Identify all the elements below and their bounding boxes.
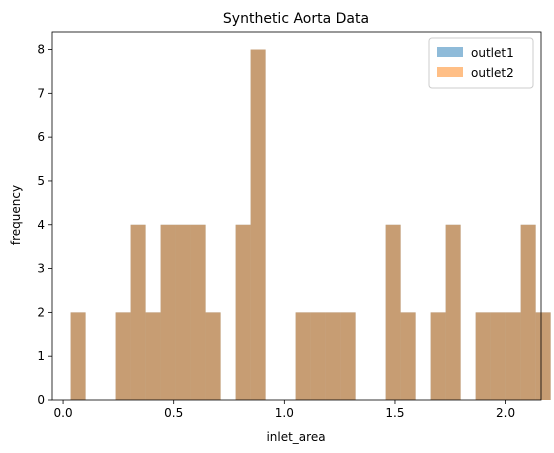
histogram-bar-outlet2 — [385, 224, 401, 400]
histogram-bar-outlet2 — [70, 312, 86, 400]
histogram-bar-outlet2 — [160, 224, 176, 400]
y-tick-label: 1 — [37, 349, 45, 363]
x-tick-label: 0.5 — [164, 406, 183, 420]
legend-label-outlet2: outlet2 — [471, 66, 514, 80]
histogram-bar-outlet2 — [175, 224, 191, 400]
x-tick-label: 1.0 — [275, 406, 294, 420]
histogram-bar-outlet2 — [400, 312, 416, 400]
legend-swatch-outlet2 — [437, 67, 463, 77]
histogram-bar-outlet2 — [310, 312, 326, 400]
bars-group — [70, 49, 551, 401]
histogram-bar-outlet2 — [445, 224, 461, 400]
x-tick-label: 1.5 — [385, 406, 404, 420]
y-tick-label: 7 — [37, 86, 45, 100]
y-tick-label: 5 — [37, 174, 45, 188]
y-axis-label: frequency — [9, 185, 23, 245]
y-tick-label: 2 — [37, 305, 45, 319]
y-tick-label: 0 — [37, 393, 45, 407]
histogram-bar-outlet2 — [535, 312, 551, 400]
histogram-bar-outlet2 — [115, 312, 131, 400]
y-tick-label: 3 — [37, 262, 45, 276]
histogram-bar-outlet2 — [205, 312, 221, 400]
y-tick-label: 6 — [37, 130, 45, 144]
histogram-bar-outlet2 — [235, 224, 251, 400]
plot-frame — [51, 31, 542, 401]
x-tick-label: 0.0 — [54, 406, 73, 420]
x-axis-label: inlet_area — [266, 430, 325, 444]
histogram-bar-outlet2 — [295, 312, 311, 400]
histogram-bar-outlet2 — [475, 312, 491, 400]
ticks-group: 0.0 0.5 1.0 1.5 2.0 0 1 2 3 4 5 6 7 8 — [37, 43, 515, 420]
y-tick-label: 8 — [37, 43, 45, 57]
axes-group — [51, 31, 542, 401]
histogram-bar-outlet2 — [130, 224, 146, 400]
histogram-bar-outlet2 — [490, 312, 506, 400]
histogram-bar-outlet2 — [190, 224, 206, 400]
legend-swatch-outlet1 — [437, 47, 463, 57]
histogram-bar-outlet2 — [430, 312, 446, 400]
histogram-bar-outlet2 — [325, 312, 341, 400]
y-tick-label: 4 — [37, 218, 45, 232]
legend-label-outlet1: outlet1 — [471, 46, 514, 60]
x-tick-label: 2.0 — [496, 406, 515, 420]
histogram-bar-outlet2 — [520, 224, 536, 400]
histogram-bar-outlet2 — [340, 312, 356, 400]
chart-title: Synthetic Aorta Data — [223, 11, 369, 27]
histogram-bar-outlet2 — [505, 312, 521, 400]
histogram-bar-outlet2 — [250, 49, 266, 401]
histogram-bar-outlet2 — [145, 312, 161, 400]
legend: outlet1 outlet2 — [428, 37, 534, 89]
